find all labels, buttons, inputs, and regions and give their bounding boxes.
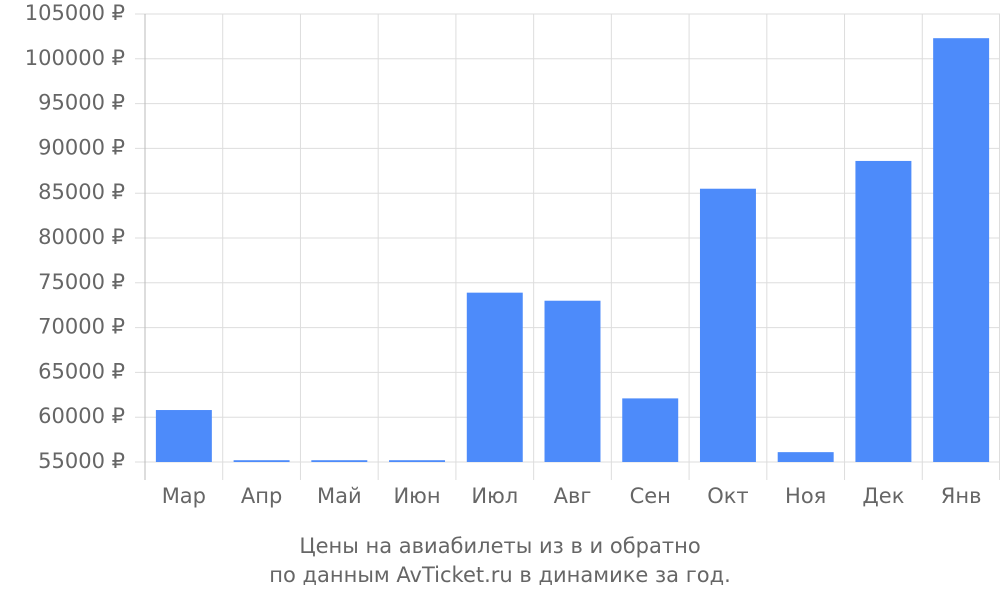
x-tick-label: Июл bbox=[471, 484, 518, 508]
y-tick-label: 55000 ₽ bbox=[38, 449, 125, 473]
x-tick-label: Окт bbox=[707, 484, 748, 508]
x-tick-label: Июн bbox=[393, 484, 440, 508]
bar bbox=[544, 300, 601, 462]
y-tick-label: 100000 ₽ bbox=[25, 46, 125, 70]
bar bbox=[933, 38, 990, 462]
y-tick-label: 85000 ₽ bbox=[38, 180, 125, 204]
y-tick-label: 70000 ₽ bbox=[38, 315, 125, 339]
bar bbox=[233, 460, 290, 462]
bar bbox=[777, 452, 834, 462]
bar bbox=[155, 410, 212, 462]
y-tick-label: 105000 ₽ bbox=[25, 1, 125, 25]
bar bbox=[389, 460, 446, 462]
x-tick-label: Май bbox=[317, 484, 362, 508]
y-tick-label: 90000 ₽ bbox=[38, 135, 125, 159]
x-tick-label: Мар bbox=[162, 484, 206, 508]
x-tick-label: Янв bbox=[941, 484, 982, 508]
y-tick-label: 95000 ₽ bbox=[38, 91, 125, 115]
x-tick-label: Сен bbox=[630, 484, 671, 508]
chart-title: Цены на авиабилеты из в и обратно bbox=[299, 534, 700, 558]
bar bbox=[855, 160, 912, 462]
y-tick-label: 80000 ₽ bbox=[38, 225, 125, 249]
y-tick-label: 65000 ₽ bbox=[38, 359, 125, 383]
x-tick-label: Апр bbox=[241, 484, 282, 508]
y-tick-label: 60000 ₽ bbox=[38, 404, 125, 428]
bar bbox=[622, 398, 679, 462]
x-tick-label: Авг bbox=[554, 484, 592, 508]
chart-subtitle: по данным AvTicket.ru в динамике за год. bbox=[269, 563, 731, 587]
x-tick-label: Ноя bbox=[785, 484, 826, 508]
bar bbox=[311, 460, 368, 462]
y-tick-label: 75000 ₽ bbox=[38, 270, 125, 294]
bar bbox=[466, 292, 523, 462]
bar bbox=[699, 188, 756, 462]
x-tick-label: Дек bbox=[862, 484, 904, 508]
